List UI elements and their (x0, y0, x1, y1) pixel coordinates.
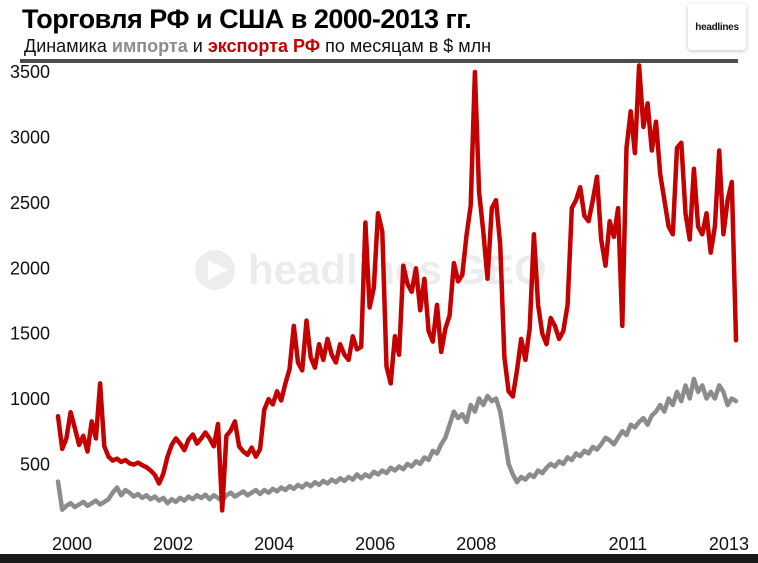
watermark-text: headlines GEO (248, 246, 547, 293)
x-tick-label: 2013 (709, 534, 749, 554)
x-tick-label: 2006 (355, 534, 395, 554)
header-divider (20, 59, 738, 63)
y-tick-label: 1500 (10, 324, 50, 344)
page-title: Торговля РФ и США в 2000-2013 гг. (22, 4, 472, 34)
headlines-logo-text: headlines (695, 21, 739, 33)
x-tick-label: 2000 (52, 534, 92, 554)
chart-svg: headlines GEO 500 1000 1500 2000 2500 3000 3500… (10, 62, 749, 554)
y-tick-label: 1000 (10, 389, 50, 409)
y-tick-label: 500 (20, 455, 50, 475)
series-line-export (55, 63, 739, 513)
subtitle-suffix: по месяцам в $ млн (320, 36, 492, 56)
y-tick-label: 3000 (10, 127, 50, 147)
bottom-bar (0, 554, 758, 563)
x-tick-label: 2011 (609, 534, 648, 554)
y-tick-label: 2000 (10, 258, 50, 278)
chart-subtitle: Динамика импорта и экспорта РФ по месяца… (24, 36, 491, 57)
subtitle-mid: и (187, 36, 208, 56)
headlines-logo: headlines (688, 4, 746, 50)
y-tick-label: 3500 (10, 62, 50, 82)
x-tick-label: 2008 (456, 534, 496, 554)
subtitle-import-label: импорта (111, 36, 188, 56)
watermark-play-icon (208, 260, 228, 280)
y-tick-label: 2500 (10, 193, 50, 213)
x-tick-label: 2004 (254, 534, 294, 554)
x-tick-label: 2002 (153, 534, 193, 554)
series-line-import (55, 376, 739, 512)
subtitle-prefix: Динамика (24, 36, 112, 56)
subtitle-export-label: экспорта РФ (207, 36, 321, 56)
